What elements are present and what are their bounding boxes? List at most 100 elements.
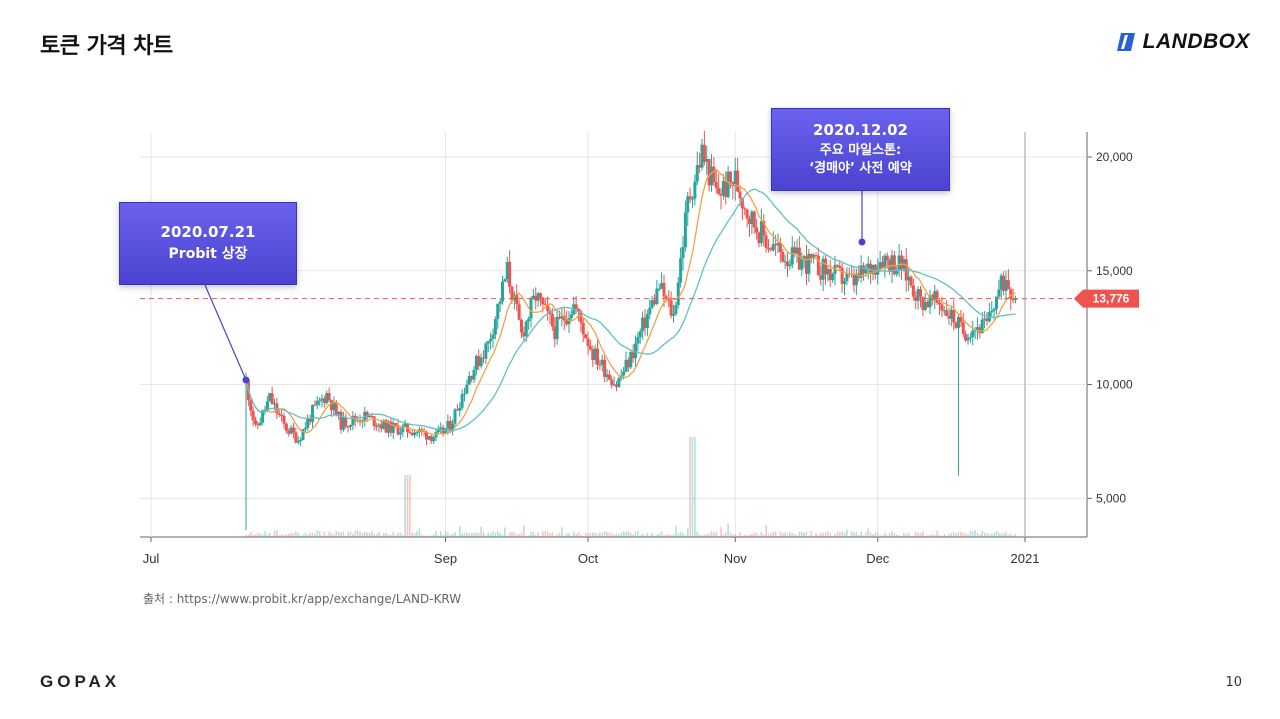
volume-bar bbox=[675, 526, 677, 537]
callout-listing-date: 2020.07.21 bbox=[160, 223, 256, 242]
candle-body bbox=[672, 314, 675, 316]
volume-bar bbox=[741, 535, 744, 537]
current-price-tag bbox=[1074, 289, 1139, 308]
candle-body bbox=[919, 289, 922, 297]
candle-body bbox=[821, 258, 825, 280]
volume-bar bbox=[698, 534, 701, 537]
candle-body bbox=[769, 248, 773, 251]
volume-bar bbox=[952, 531, 955, 537]
volume-bar bbox=[418, 528, 421, 537]
volume-bar bbox=[755, 532, 758, 537]
volume-bar bbox=[637, 531, 639, 537]
volume-bar bbox=[672, 534, 675, 537]
candle-body bbox=[410, 433, 414, 436]
volume-bar bbox=[506, 535, 509, 537]
volume-bar bbox=[917, 532, 919, 537]
volume-bar bbox=[777, 535, 779, 537]
candle-body bbox=[617, 378, 621, 387]
candle-body bbox=[555, 316, 559, 340]
candle-body bbox=[845, 273, 849, 282]
volume-bar bbox=[855, 531, 858, 537]
candle-body bbox=[482, 357, 485, 359]
volume-bar bbox=[819, 532, 822, 537]
volume-bar bbox=[900, 535, 903, 537]
volume-bar bbox=[679, 532, 682, 537]
volume-bar bbox=[765, 524, 767, 537]
candle-body bbox=[679, 258, 683, 283]
candle-body bbox=[729, 171, 732, 183]
volume-bar bbox=[276, 530, 278, 537]
volume-bar bbox=[986, 533, 988, 537]
volume-bar bbox=[361, 533, 364, 537]
candle-body bbox=[707, 158, 711, 186]
candle-body bbox=[569, 314, 573, 319]
candle-body bbox=[384, 420, 388, 433]
candle-body bbox=[261, 410, 265, 423]
candle-body bbox=[372, 416, 376, 427]
candle-body bbox=[249, 400, 253, 411]
candle-body bbox=[593, 348, 597, 361]
candle-body bbox=[636, 337, 640, 344]
volume-bar bbox=[254, 534, 257, 537]
candle-body bbox=[949, 309, 953, 319]
candle-body bbox=[788, 264, 792, 267]
x-tick-label: Dec bbox=[866, 551, 890, 566]
volume-bar bbox=[599, 532, 601, 537]
candle-body bbox=[377, 424, 381, 427]
candle-body bbox=[503, 279, 507, 282]
volume-bar bbox=[834, 533, 836, 537]
candle-body bbox=[470, 375, 474, 380]
candle-body bbox=[968, 337, 972, 339]
candle-body bbox=[294, 432, 298, 443]
page-title: 토큰 가격 차트 bbox=[40, 34, 173, 59]
candle-body bbox=[401, 426, 405, 433]
candle-body bbox=[926, 301, 930, 308]
volume-bar bbox=[800, 531, 803, 537]
candle-body bbox=[921, 296, 925, 310]
volume-bar bbox=[283, 535, 285, 537]
volume-bar bbox=[941, 535, 943, 537]
volume-bar bbox=[575, 533, 577, 537]
candle-body bbox=[657, 288, 661, 290]
volume-bar bbox=[489, 533, 492, 537]
volume-bar bbox=[644, 535, 646, 537]
volume-bar bbox=[1000, 533, 1003, 537]
candle-body bbox=[878, 262, 882, 270]
volume-bar bbox=[971, 531, 974, 537]
candle-body bbox=[748, 218, 751, 224]
volume-bar bbox=[406, 475, 409, 537]
volume-bar bbox=[613, 534, 615, 537]
candle-body bbox=[282, 415, 286, 424]
candle-body bbox=[638, 331, 642, 338]
volume-bar bbox=[311, 532, 314, 537]
candle-body bbox=[883, 255, 887, 269]
candle-body bbox=[615, 384, 618, 387]
candle-body bbox=[873, 264, 877, 275]
volume-bar bbox=[551, 532, 554, 537]
candle-body bbox=[505, 261, 509, 280]
volume-bar bbox=[622, 531, 625, 537]
candle-body bbox=[634, 343, 637, 359]
candle-body bbox=[771, 244, 775, 251]
candle-body bbox=[263, 409, 267, 411]
candle-body bbox=[330, 400, 333, 411]
volume-bar bbox=[910, 535, 912, 537]
candle-body bbox=[712, 166, 716, 182]
candle-body bbox=[997, 289, 1001, 297]
candle-body bbox=[964, 334, 968, 341]
callout-milestone: 2020.12.02 주요 마일스톤: ‘경매야’ 사전 예약 bbox=[771, 108, 950, 191]
candle-body bbox=[270, 393, 274, 405]
candle-body bbox=[455, 409, 459, 411]
candle-body bbox=[510, 286, 514, 301]
candle-body bbox=[436, 429, 440, 433]
candle-body bbox=[759, 221, 763, 244]
gopax-logo-text: GOPAX bbox=[40, 672, 121, 691]
candle-body bbox=[805, 256, 808, 274]
candle-body bbox=[541, 297, 545, 305]
volume-bar bbox=[513, 531, 516, 537]
volume-bar bbox=[853, 532, 855, 537]
candle-body bbox=[757, 232, 761, 244]
volume-bar bbox=[252, 534, 254, 537]
volume-bar bbox=[779, 531, 782, 537]
volume-bar bbox=[321, 535, 323, 537]
